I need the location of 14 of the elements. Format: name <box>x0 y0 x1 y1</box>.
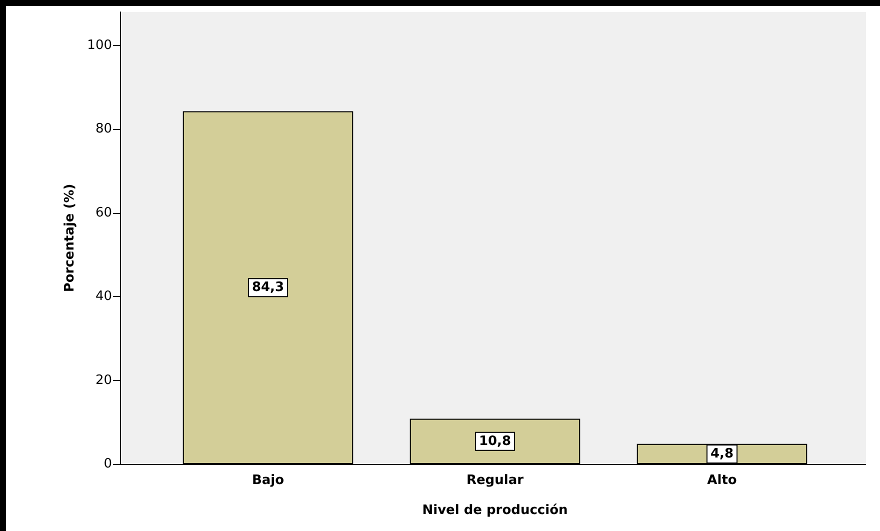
y-tick-label: 80 <box>95 122 112 137</box>
x-tick-label: Regular <box>466 473 524 488</box>
x-tick-label: Alto <box>707 473 737 488</box>
data-label: 4,8 <box>710 446 734 462</box>
y-tick-label: 20 <box>95 372 112 388</box>
data-label: 84,3 <box>252 280 284 296</box>
y-axis-title: Porcentaje (%) <box>62 184 78 292</box>
y-tick-label: 40 <box>95 289 112 304</box>
y-tick-label: 0 <box>104 456 112 472</box>
x-axis-title: Nivel de producción <box>422 503 568 518</box>
y-tick-label: 60 <box>95 205 112 220</box>
y-tick-label: 100 <box>87 38 112 53</box>
data-label: 10,8 <box>478 434 512 449</box>
x-tick-label: Bajo <box>252 473 284 488</box>
